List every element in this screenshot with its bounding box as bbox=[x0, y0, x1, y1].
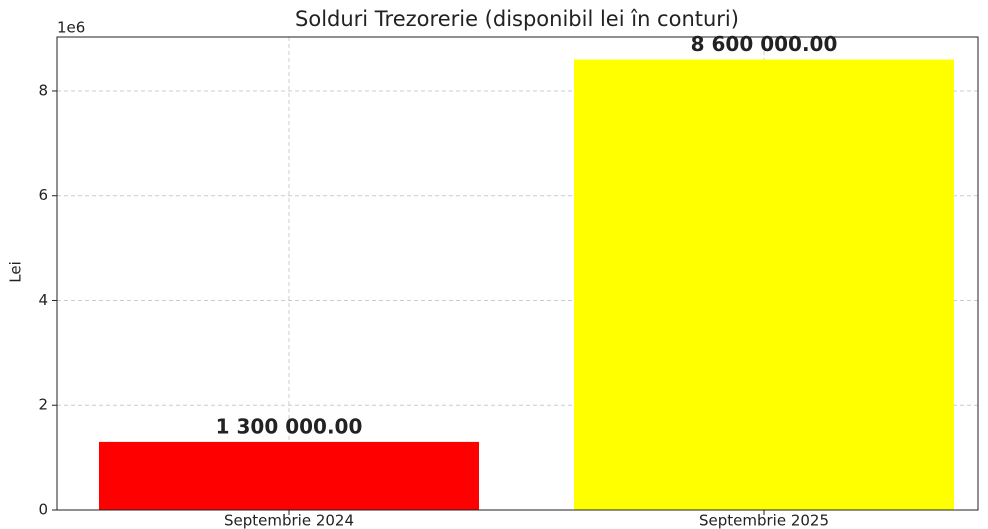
plot-frame bbox=[56, 36, 979, 511]
bar bbox=[574, 59, 954, 511]
x-tick-label: Septembrie 2025 bbox=[699, 512, 829, 529]
bar bbox=[99, 441, 479, 510]
y-tick-label: 4 bbox=[38, 291, 48, 309]
y-offset-label: 1e6 bbox=[57, 19, 85, 37]
value-label: 8 600 000.00 bbox=[691, 32, 838, 56]
chart-title: Solduri Trezorerie (disponibil lei în co… bbox=[295, 7, 739, 31]
y-tick-label: 2 bbox=[38, 396, 48, 414]
y-tick-label: 6 bbox=[38, 186, 48, 204]
y-tick-label: 8 bbox=[38, 81, 48, 99]
x-tick-label: Septembrie 2024 bbox=[224, 512, 354, 529]
value-label: 1 300 000.00 bbox=[216, 414, 363, 438]
y-axis-label: Lei bbox=[7, 261, 25, 283]
y-tick-label: 0 bbox=[38, 501, 48, 519]
